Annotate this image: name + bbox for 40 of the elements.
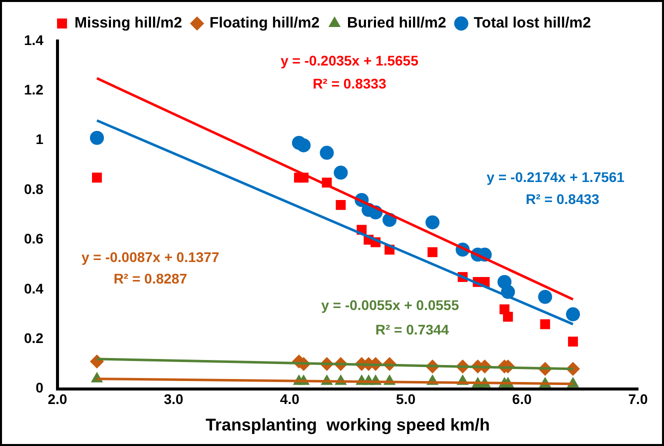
x-tick-label: 2.0	[48, 391, 68, 408]
annotation: R² = 0.8333	[312, 75, 386, 92]
legend-label: Floating hill/m2	[210, 14, 320, 32]
annotation: y = -0.2035x + 1.5655	[280, 52, 419, 69]
point	[296, 138, 311, 152]
annotation: y = -0.0087x + 0.1377	[81, 248, 220, 265]
y-tick-label: 1.4	[24, 32, 44, 48]
y-tick-label: 1	[36, 131, 44, 148]
x-axis-title: Transplanting working speed km/h	[206, 415, 490, 434]
x-tick-label: 6.0	[512, 391, 532, 408]
legend-label: Total lost hill/m2	[474, 14, 591, 32]
annotation: R² = 0.7344	[375, 322, 450, 338]
x-tick-label: 7.0	[628, 391, 648, 408]
y-tick-label: 0.4	[24, 280, 44, 296]
point	[428, 247, 438, 258]
annotation: R² = 0.8287	[114, 270, 188, 286]
x-tick-label: 3.0	[164, 391, 184, 408]
x-tick-label: 4.0	[280, 391, 300, 408]
y-tick-label: 1.2	[24, 82, 44, 98]
legend-label: Missing hill/m2	[74, 14, 182, 32]
annotation: y = -0.0055x + 0.0555	[321, 297, 460, 314]
point	[540, 319, 550, 330]
point	[92, 172, 102, 183]
legend-label: Buried hill/m2	[347, 14, 446, 32]
annotation: y = -0.2174x + 1.7561	[486, 169, 625, 186]
y-tick-label: 0.8	[24, 180, 44, 197]
y-tick-label: 0.2	[24, 330, 44, 346]
point	[320, 146, 334, 160]
point	[425, 215, 440, 230]
point	[336, 200, 346, 210]
point	[566, 307, 580, 322]
point	[90, 130, 104, 145]
y-tick-label: 0	[36, 380, 44, 396]
x-tick-label: 5.0	[396, 391, 416, 408]
point	[503, 312, 513, 322]
annotation: R² = 0.8433	[526, 191, 600, 208]
point	[334, 166, 348, 180]
point	[568, 336, 578, 347]
y-tick-label: 0.6	[24, 230, 44, 247]
point	[538, 290, 552, 304]
